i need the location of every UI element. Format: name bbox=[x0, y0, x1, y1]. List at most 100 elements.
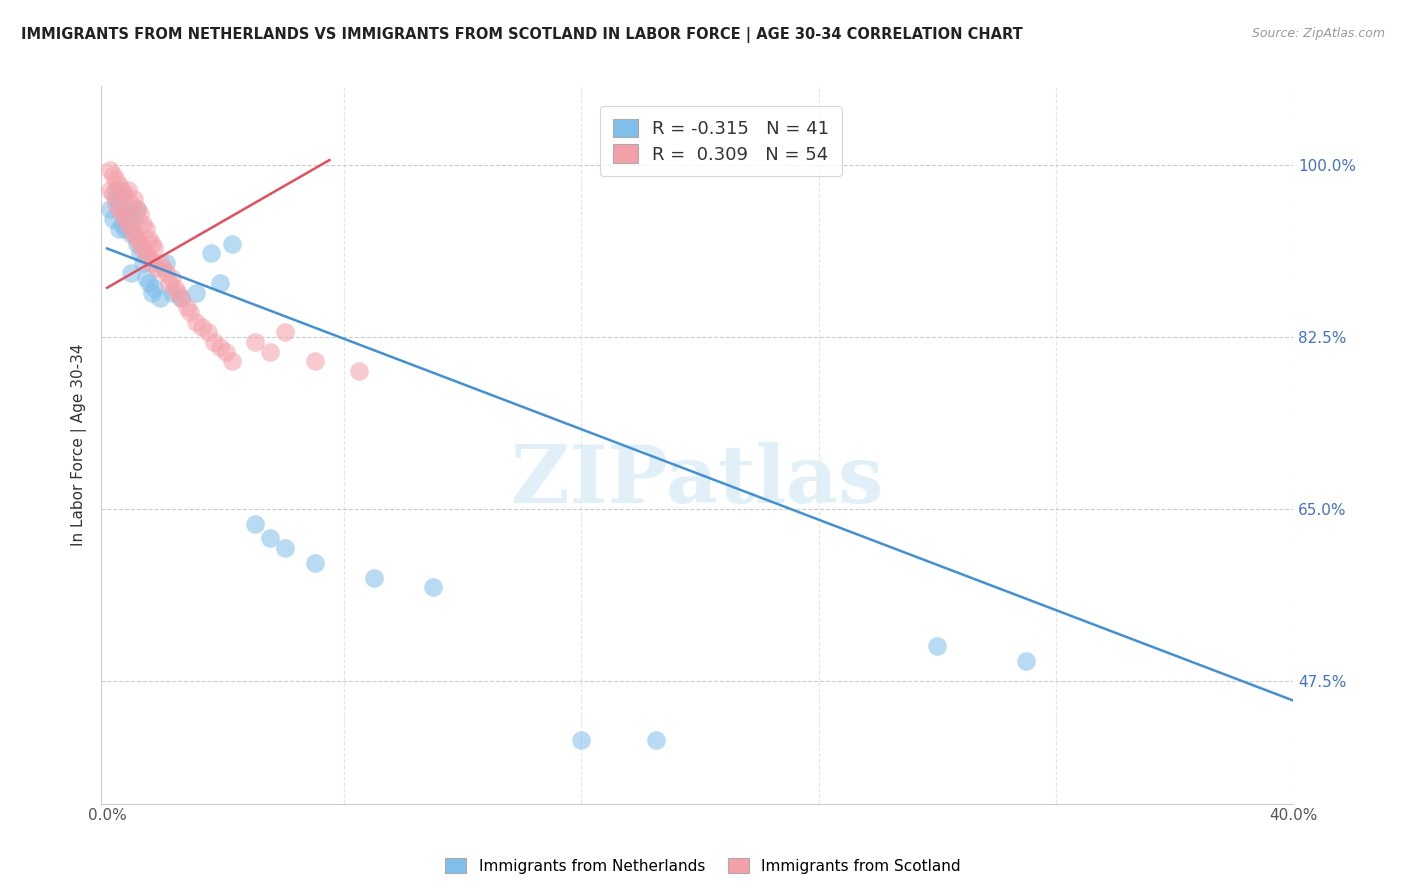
Point bbox=[122, 227, 145, 241]
Point bbox=[221, 354, 243, 368]
Point bbox=[104, 172, 127, 186]
Point bbox=[117, 202, 139, 217]
Point bbox=[191, 320, 214, 334]
Point bbox=[1015, 654, 1038, 668]
Point bbox=[135, 222, 157, 236]
Point bbox=[259, 344, 281, 359]
Legend: Immigrants from Netherlands, Immigrants from Scotland: Immigrants from Netherlands, Immigrants … bbox=[439, 852, 967, 880]
Point bbox=[170, 291, 193, 305]
Point bbox=[135, 271, 157, 285]
Point bbox=[125, 202, 148, 217]
Point bbox=[422, 581, 444, 595]
Point bbox=[363, 571, 385, 585]
Point bbox=[120, 222, 142, 236]
Point bbox=[98, 162, 121, 177]
Point bbox=[128, 236, 150, 251]
Point bbox=[571, 732, 593, 747]
Point bbox=[143, 281, 166, 295]
Point bbox=[122, 192, 145, 206]
Point bbox=[108, 197, 131, 211]
Point bbox=[108, 202, 131, 217]
Point bbox=[245, 516, 267, 531]
Point bbox=[143, 242, 166, 256]
Point bbox=[111, 217, 134, 231]
Point bbox=[114, 207, 136, 221]
Point bbox=[131, 256, 153, 270]
Point bbox=[138, 232, 160, 246]
Point bbox=[125, 236, 148, 251]
Legend: R = -0.315   N = 41, R =  0.309   N = 54: R = -0.315 N = 41, R = 0.309 N = 54 bbox=[600, 106, 842, 177]
Point bbox=[120, 227, 142, 241]
Point bbox=[98, 182, 121, 196]
Point bbox=[122, 212, 145, 227]
Point bbox=[162, 285, 184, 300]
Point bbox=[125, 202, 148, 217]
Point bbox=[111, 187, 134, 202]
Point bbox=[98, 202, 121, 217]
Point bbox=[304, 354, 326, 368]
Point bbox=[184, 315, 207, 329]
Point bbox=[104, 197, 127, 211]
Point bbox=[131, 242, 153, 256]
Point bbox=[117, 212, 139, 227]
Point bbox=[259, 532, 281, 546]
Point bbox=[111, 207, 134, 221]
Point bbox=[214, 344, 236, 359]
Point bbox=[167, 285, 190, 300]
Point bbox=[117, 182, 139, 196]
Point bbox=[149, 291, 172, 305]
Point bbox=[202, 334, 225, 349]
Point bbox=[101, 212, 124, 227]
Point bbox=[245, 334, 267, 349]
Point bbox=[157, 276, 180, 290]
Point bbox=[197, 325, 219, 339]
Point bbox=[170, 291, 193, 305]
Point bbox=[927, 640, 949, 654]
Point bbox=[274, 325, 297, 339]
Point bbox=[135, 246, 157, 260]
Point bbox=[138, 252, 160, 266]
Point bbox=[152, 261, 174, 276]
Point bbox=[141, 285, 163, 300]
Point bbox=[165, 281, 187, 295]
Point bbox=[108, 178, 131, 192]
Point bbox=[114, 187, 136, 202]
Point bbox=[104, 182, 127, 196]
Point bbox=[347, 364, 370, 378]
Point bbox=[125, 232, 148, 246]
Point bbox=[304, 556, 326, 570]
Point bbox=[141, 236, 163, 251]
Point bbox=[149, 256, 172, 270]
Point bbox=[120, 266, 142, 280]
Point bbox=[200, 246, 222, 260]
Point bbox=[108, 222, 131, 236]
Point bbox=[120, 197, 142, 211]
Point bbox=[146, 261, 169, 276]
Text: IMMIGRANTS FROM NETHERLANDS VS IMMIGRANTS FROM SCOTLAND IN LABOR FORCE | AGE 30-: IMMIGRANTS FROM NETHERLANDS VS IMMIGRANT… bbox=[21, 27, 1022, 43]
Point bbox=[221, 236, 243, 251]
Point bbox=[141, 256, 163, 270]
Point bbox=[131, 217, 153, 231]
Point bbox=[162, 271, 184, 285]
Point bbox=[111, 182, 134, 196]
Point bbox=[644, 732, 666, 747]
Point bbox=[128, 207, 150, 221]
Point bbox=[184, 285, 207, 300]
Point bbox=[155, 256, 177, 270]
Text: ZIPatlas: ZIPatlas bbox=[510, 442, 883, 520]
Point bbox=[104, 192, 127, 206]
Point bbox=[155, 266, 177, 280]
Point bbox=[179, 305, 201, 319]
Point bbox=[138, 276, 160, 290]
Point bbox=[114, 222, 136, 236]
Point bbox=[128, 246, 150, 260]
Point bbox=[176, 301, 198, 315]
Point bbox=[114, 212, 136, 227]
Point bbox=[274, 541, 297, 556]
Point bbox=[101, 168, 124, 182]
Point bbox=[208, 276, 231, 290]
Point bbox=[101, 187, 124, 202]
Text: Source: ZipAtlas.com: Source: ZipAtlas.com bbox=[1251, 27, 1385, 40]
Point bbox=[117, 217, 139, 231]
Point bbox=[208, 340, 231, 354]
